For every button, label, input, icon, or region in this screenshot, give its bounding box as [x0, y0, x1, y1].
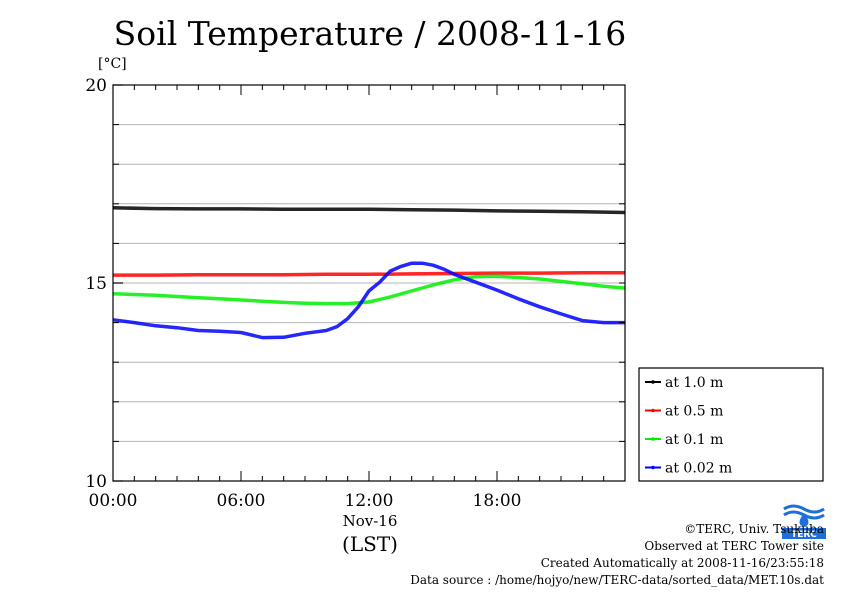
data-source-text: Data source : /home/hojyo/new/TERC-data/… [410, 573, 824, 587]
axis-ticks: 10 15 20 00:00 06:00 12:00 18:00 [85, 76, 625, 511]
chart-title: Soil Temperature / 2008-11-16 [113, 14, 627, 53]
series-line-0 [112, 206, 626, 215]
legend-label: at 0.1 m [665, 432, 723, 448]
y-tick-label: 20 [85, 76, 107, 96]
legend-label: at 0.5 m [665, 404, 723, 420]
x-tick-label: 12:00 [345, 491, 394, 511]
x-tick-label: 18:00 [473, 491, 522, 511]
x-axis-timezone-label: (LST) [342, 532, 398, 556]
x-tick-label: 00:00 [89, 491, 138, 511]
terc-logo-icon: TERC [782, 503, 826, 539]
legend-label: at 1.0 m [665, 375, 723, 391]
y-tick-label: 15 [85, 274, 107, 294]
series-lines [112, 206, 626, 340]
x-tick-label: 06:00 [217, 491, 266, 511]
grid-lines [113, 124, 625, 442]
legend-marker [651, 380, 655, 384]
created-timestamp-text: Created Automatically at 2008-11-16/23:5… [540, 556, 824, 570]
x-axis-date-label: Nov-16 [342, 512, 398, 530]
y-axis-unit-label: [°C] [98, 56, 127, 72]
y-tick-label: 10 [85, 472, 107, 492]
series-line-2 [112, 274, 626, 306]
legend-marker [651, 437, 655, 441]
logo-text: TERC [791, 530, 817, 539]
observed-site-text: Observed at TERC Tower site [644, 539, 824, 553]
series-line-1 [113, 270, 625, 277]
copyright-text: ©TERC, Univ. Tsukuba [684, 522, 824, 536]
legend-marker [651, 465, 655, 470]
legend-label: at 0.02 m [665, 461, 732, 477]
legend-box [638, 367, 824, 482]
legend-marker [651, 408, 655, 413]
series-line-3 [112, 261, 625, 340]
legend: at 1.0 m at 0.5 m at 0.1 m at 0.02 m [638, 367, 824, 482]
